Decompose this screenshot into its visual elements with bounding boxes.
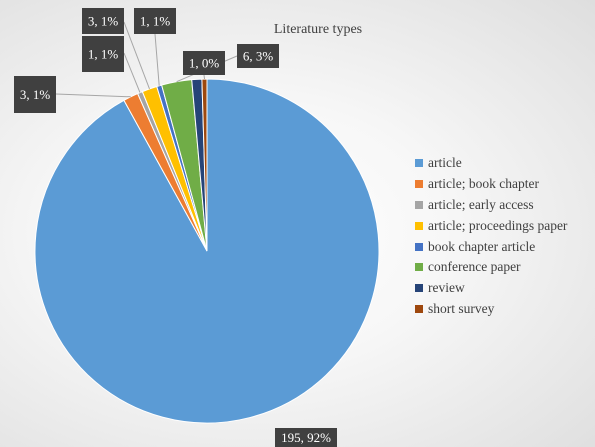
data-label: 1, 1% xyxy=(82,36,124,72)
data-label-box xyxy=(237,44,279,68)
legend-label: book chapter article xyxy=(428,238,536,254)
legend-swatch xyxy=(415,180,423,189)
data-label: 195, 92% xyxy=(275,428,337,447)
legend-item: conference paper xyxy=(415,257,567,278)
legend-label: short survey xyxy=(428,300,495,316)
data-label-box xyxy=(82,8,124,34)
legend-swatch xyxy=(415,221,423,230)
chart-title: Literature types xyxy=(273,22,363,37)
legend-swatch xyxy=(415,159,423,168)
legend-label: conference paper xyxy=(428,259,521,275)
data-label-text: 1, 1% xyxy=(140,14,171,29)
data-label: 3, 1% xyxy=(14,76,56,113)
data-label-box xyxy=(134,8,176,34)
legend-item: article; book chapter xyxy=(415,174,567,195)
leader-line xyxy=(203,74,205,80)
legend-swatch xyxy=(415,284,423,293)
legend-label: article xyxy=(428,155,462,171)
legend-item: article; proceedings paper xyxy=(415,215,567,236)
slices-layer xyxy=(34,78,380,424)
data-label-text: 1, 0% xyxy=(189,56,220,71)
legend-label: article; proceedings paper xyxy=(428,217,568,233)
legend-swatch xyxy=(415,304,423,313)
data-label-box xyxy=(275,428,337,447)
legend-swatch xyxy=(415,263,423,272)
legend-label: article; early access xyxy=(428,196,534,212)
leader-line xyxy=(154,33,160,86)
data-label-box xyxy=(183,51,225,75)
legend-item: review xyxy=(415,278,567,299)
data-label-box xyxy=(82,36,124,72)
legend-item: article xyxy=(415,153,567,174)
data-label-box xyxy=(14,76,56,113)
legend-item: article; early access xyxy=(415,195,567,216)
legend-swatch xyxy=(415,200,423,209)
data-labels-layer: 195, 92% 3, 1% 1, 1% 3, 1% 1, 1% 6, 3% 1, 0% xyxy=(14,8,337,447)
pie-slice-short-survey xyxy=(201,78,208,252)
legend-label: article; book chapter xyxy=(428,176,539,192)
legend-item: book chapter article xyxy=(415,236,567,257)
data-label-text: 1, 1% xyxy=(88,47,119,62)
legend-label: review xyxy=(428,280,465,296)
leader-line xyxy=(123,21,150,90)
leader-line xyxy=(123,52,141,93)
data-label-text: 6, 3% xyxy=(243,49,274,64)
legend: article article; book chapter article; ear… xyxy=(415,153,567,319)
data-label: 1, 0% xyxy=(183,51,225,75)
data-label: 1, 1% xyxy=(134,8,176,34)
data-label-text: 195, 92% xyxy=(281,430,331,445)
legend-swatch xyxy=(415,242,423,251)
data-label-text: 3, 1% xyxy=(88,14,119,29)
data-label: 3, 1% xyxy=(82,8,124,34)
pie-slice-article xyxy=(34,78,380,424)
data-label: 6, 3% xyxy=(237,44,279,68)
legend-item: short survey xyxy=(415,299,567,320)
leader-line xyxy=(55,93,131,98)
data-label-text: 3, 1% xyxy=(20,87,51,102)
